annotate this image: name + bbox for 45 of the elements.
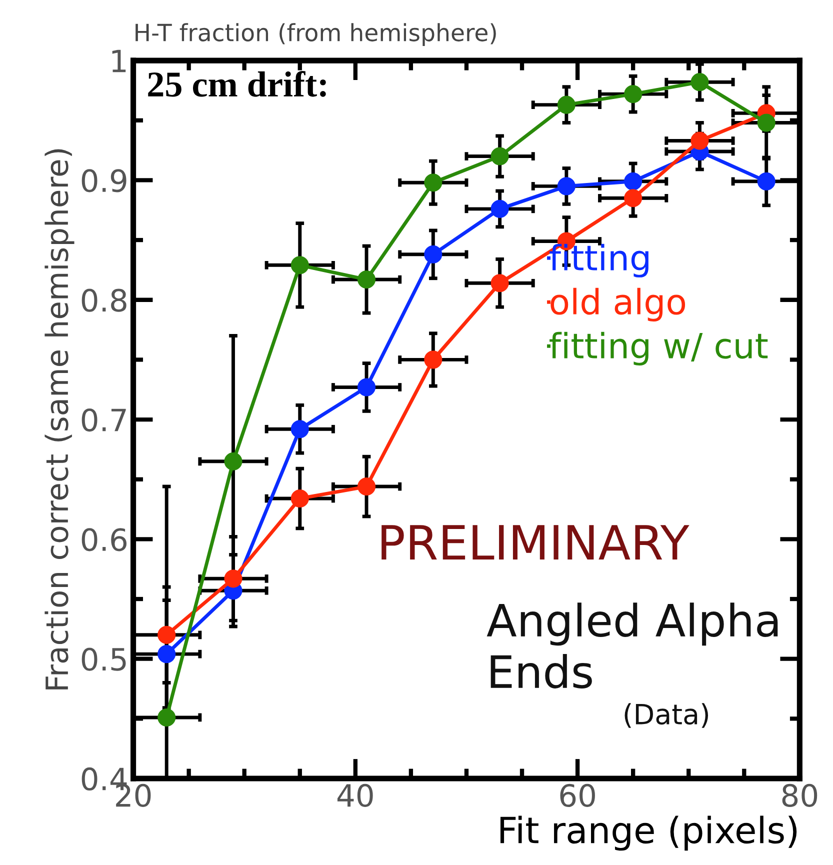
annotation: 25 cm drift: — [148, 70, 326, 97]
chart-title: H-T fraction (from hemisphere) — [136, 23, 496, 46]
point — [490, 200, 509, 218]
y-axis-title: Fraction correct (same hemisphere) — [44, 149, 74, 690]
y-tick-label: 0.5 — [82, 648, 126, 671]
y-tick-label: 0.6 — [82, 528, 126, 552]
x-tick-label: 80 — [782, 784, 818, 808]
legend-label: fitting w/ cut — [550, 332, 768, 366]
point — [290, 489, 309, 508]
annotation: PRELIMINARY — [382, 525, 690, 560]
point — [290, 420, 309, 438]
point — [424, 174, 442, 192]
y-tick-label: 0.7 — [82, 408, 126, 432]
point — [357, 270, 376, 289]
point — [158, 626, 176, 644]
point — [424, 245, 442, 264]
point — [158, 708, 176, 726]
annotation: (Data) — [624, 703, 708, 728]
y-tick-label: 1 — [112, 50, 126, 72]
x-tick-label: 60 — [560, 784, 595, 808]
point — [490, 147, 509, 166]
point — [158, 645, 176, 664]
x-tick-label: 40 — [337, 784, 373, 808]
point — [624, 172, 642, 190]
legend-label: fitting — [550, 244, 648, 278]
x-axis-title: Fit range (pixels) — [500, 816, 797, 851]
point — [557, 96, 576, 114]
point — [490, 274, 509, 292]
point — [224, 570, 242, 588]
point — [224, 452, 242, 470]
point — [424, 350, 442, 369]
point — [624, 85, 642, 104]
point — [690, 132, 709, 150]
point — [557, 177, 576, 196]
y-tick-label: 0.9 — [82, 169, 126, 192]
point — [357, 378, 376, 396]
point — [290, 256, 309, 274]
point — [357, 478, 376, 496]
point — [690, 73, 709, 92]
point — [757, 172, 776, 190]
annotation: Angled Alpha Ends — [486, 602, 778, 688]
point — [757, 114, 776, 132]
y-tick-label: 0.8 — [82, 288, 126, 312]
point — [624, 189, 642, 208]
legend-label: old algo — [550, 288, 686, 322]
